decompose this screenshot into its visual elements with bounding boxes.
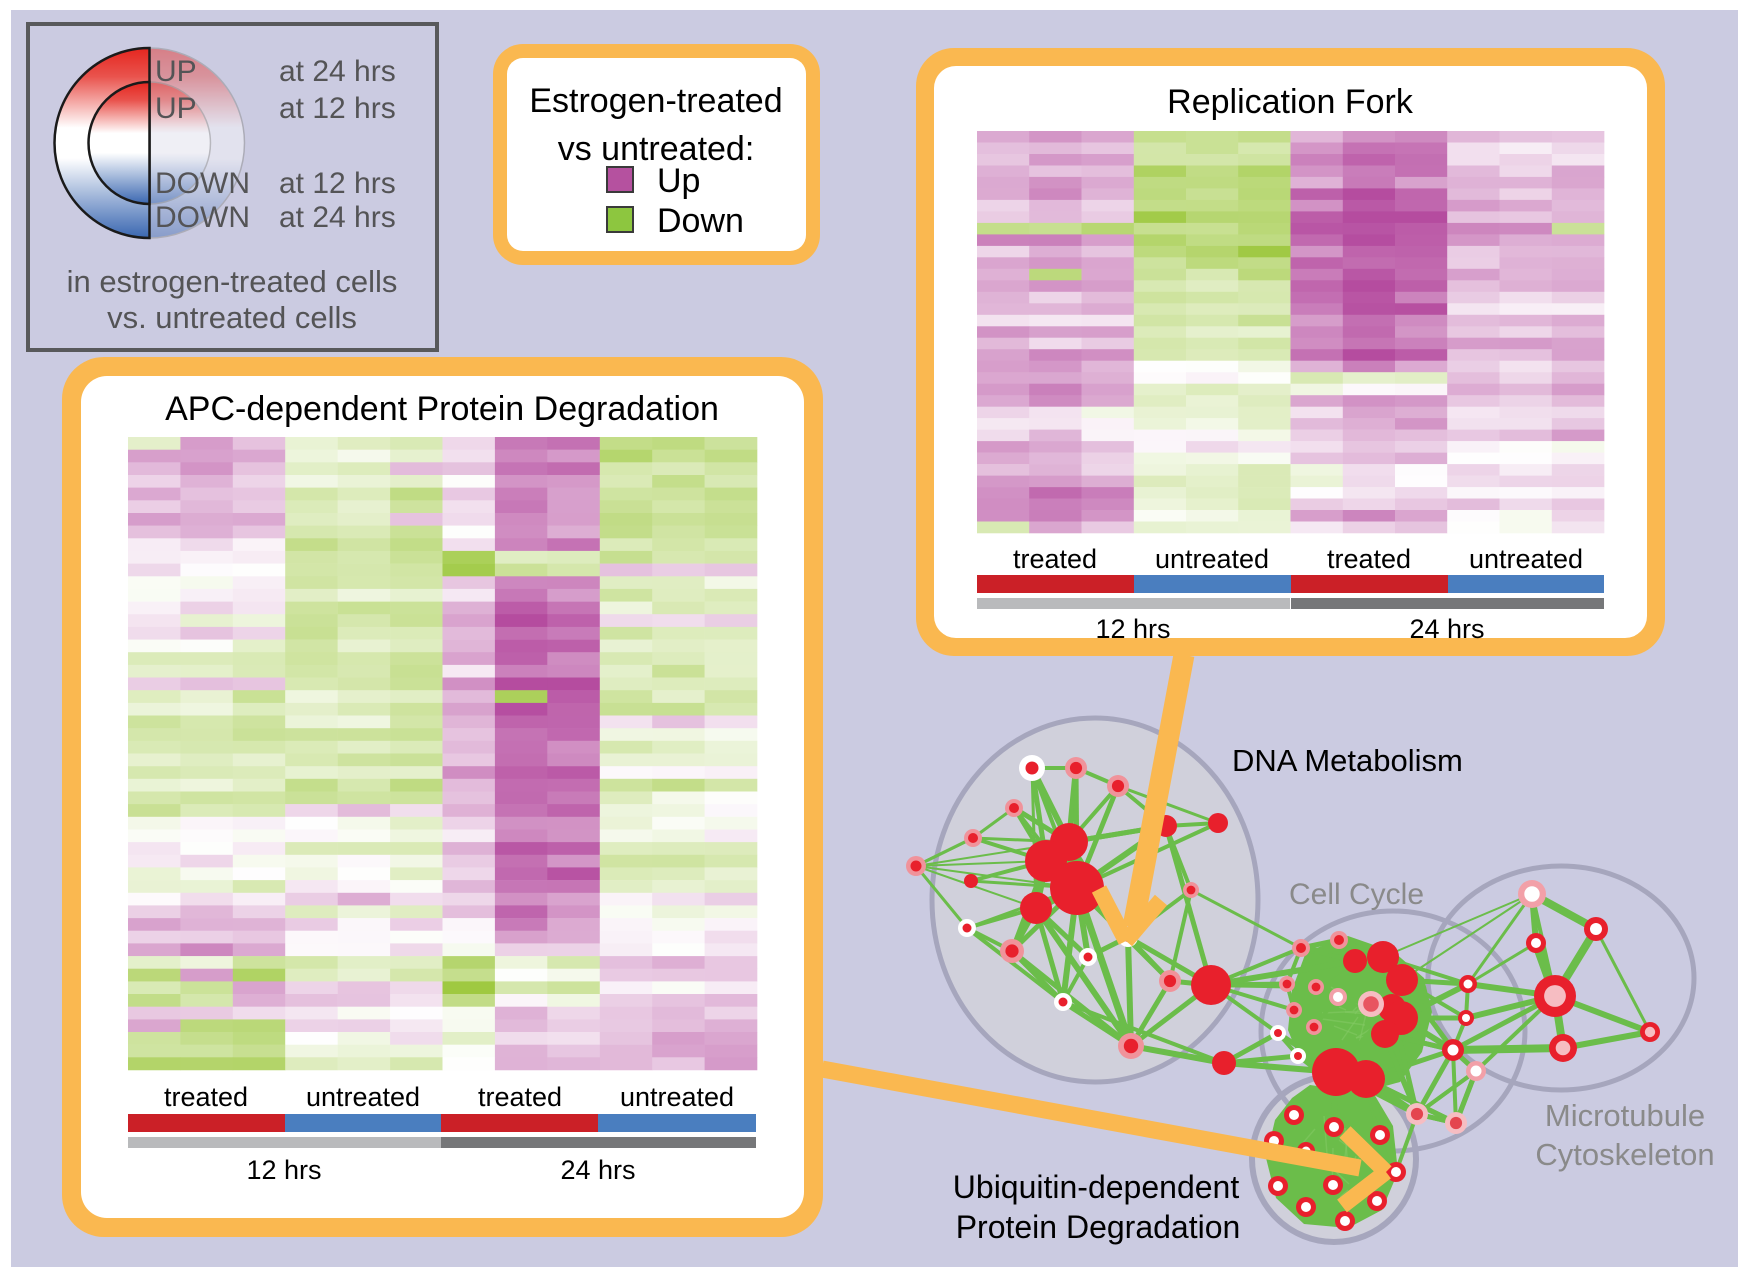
svg-text:untreated: untreated xyxy=(620,1082,734,1112)
svg-text:vs untreated:: vs untreated: xyxy=(558,130,755,168)
svg-text:treated: treated xyxy=(164,1082,248,1112)
svg-text:Replication Fork: Replication Fork xyxy=(1167,83,1414,121)
svg-text:Up: Up xyxy=(657,162,700,200)
svg-text:at 12 hrs: at 12 hrs xyxy=(279,92,396,125)
svg-text:vs. untreated cells: vs. untreated cells xyxy=(107,300,357,335)
svg-text:Cytoskeleton: Cytoskeleton xyxy=(1535,1137,1714,1172)
svg-text:DOWN: DOWN xyxy=(155,167,250,200)
svg-text:12 hrs: 12 hrs xyxy=(1095,614,1170,644)
svg-text:UP: UP xyxy=(155,55,197,88)
svg-text:Cell Cycle: Cell Cycle xyxy=(1289,878,1424,911)
svg-text:Ubiquitin-dependent: Ubiquitin-dependent xyxy=(953,1169,1240,1205)
svg-text:untreated: untreated xyxy=(1469,544,1583,574)
svg-text:treated: treated xyxy=(1327,544,1411,574)
svg-text:Microtubule: Microtubule xyxy=(1545,1098,1705,1133)
svg-text:Estrogen-treated: Estrogen-treated xyxy=(529,82,782,120)
svg-text:24 hrs: 24 hrs xyxy=(560,1155,635,1185)
svg-text:24 hrs: 24 hrs xyxy=(1409,614,1484,644)
svg-text:Down: Down xyxy=(657,202,744,240)
svg-text:at 24 hrs: at 24 hrs xyxy=(279,55,396,88)
svg-text:at 24 hrs: at 24 hrs xyxy=(279,201,396,234)
svg-text:APC-dependent Protein Degradat: APC-dependent Protein Degradation xyxy=(165,390,719,428)
svg-text:UP: UP xyxy=(155,92,197,125)
svg-text:DNA Metabolism: DNA Metabolism xyxy=(1232,743,1463,778)
svg-text:treated: treated xyxy=(478,1082,562,1112)
svg-text:untreated: untreated xyxy=(306,1082,420,1112)
svg-text:untreated: untreated xyxy=(1155,544,1269,574)
svg-text:12 hrs: 12 hrs xyxy=(246,1155,321,1185)
svg-text:in estrogen-treated cells: in estrogen-treated cells xyxy=(67,264,398,299)
svg-text:DOWN: DOWN xyxy=(155,201,250,234)
svg-text:Protein Degradation: Protein Degradation xyxy=(956,1209,1241,1245)
svg-text:at 12 hrs: at 12 hrs xyxy=(279,167,396,200)
svg-text:treated: treated xyxy=(1013,544,1097,574)
